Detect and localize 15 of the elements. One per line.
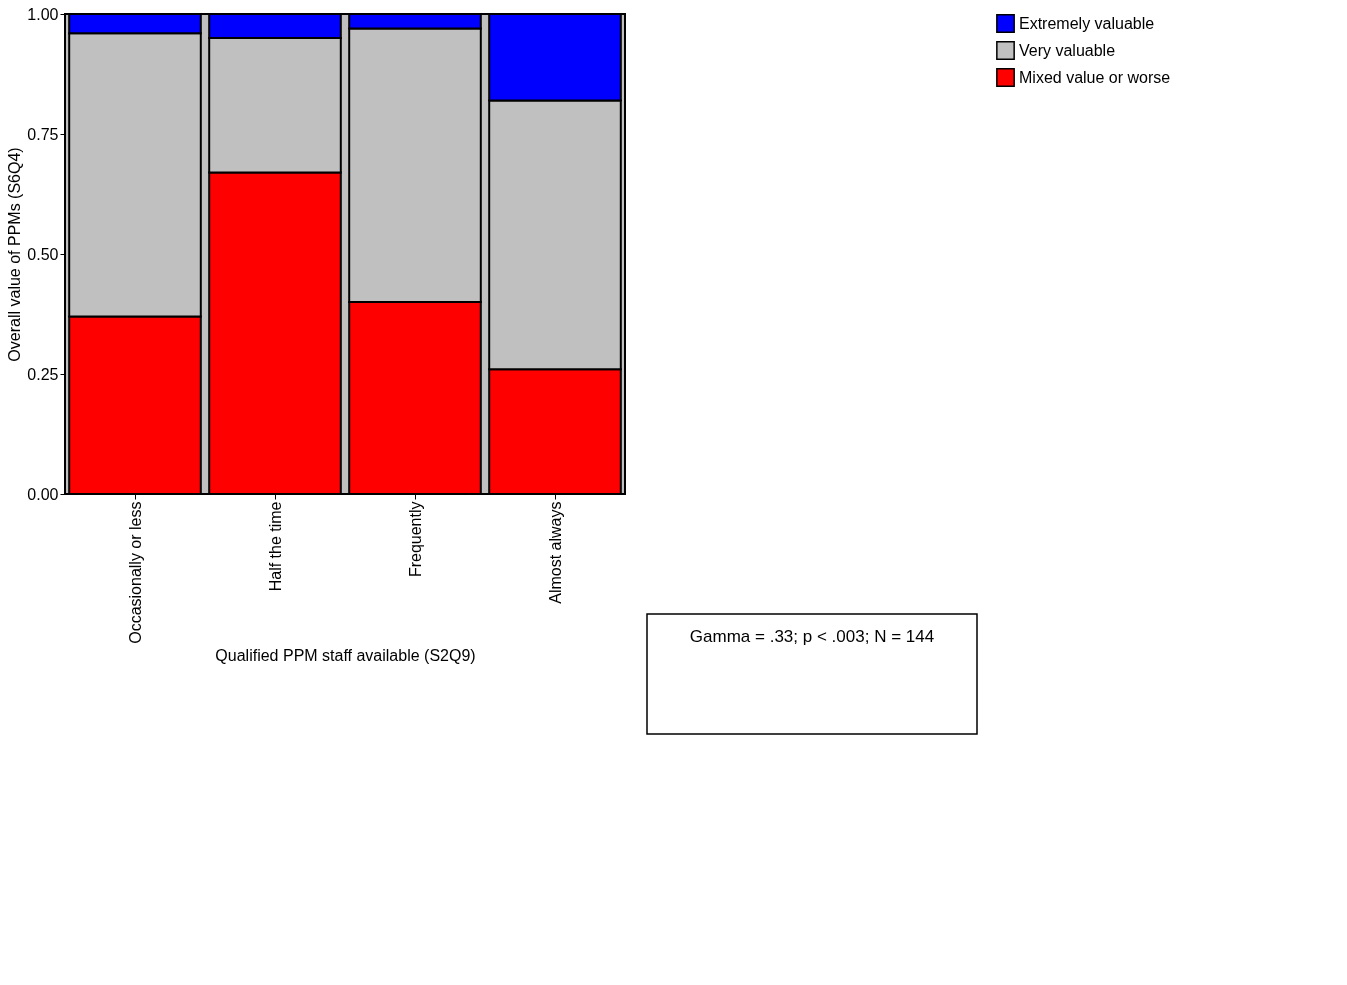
y-tick-label: 0.00 [27,485,59,503]
legend-label: Extremely valuable [1019,14,1155,32]
y-tick-label: 0.50 [27,245,59,263]
text: Gamma = .33; p < .003; N = 144 [689,627,935,646]
y-tick-label: 0.25 [27,365,59,383]
legend-label: Mixed value or worse [1019,68,1171,86]
legend-label: Very valuable [1019,41,1116,59]
x-axis-title: Qualified PPM staff available (S2Q9) [215,646,476,664]
y-axis-title: Overall value of PPMs (S6Q4) [6,147,24,362]
x-tick-label: Half the time [266,501,284,592]
x-tick-label: Occasionally or less [126,501,144,644]
y-tick-label: 1.00 [27,5,59,23]
x-tick-label: Almost always [546,501,564,604]
x-tick-label: Frequently [406,501,424,578]
y-tick-label: 0.75 [27,125,59,143]
